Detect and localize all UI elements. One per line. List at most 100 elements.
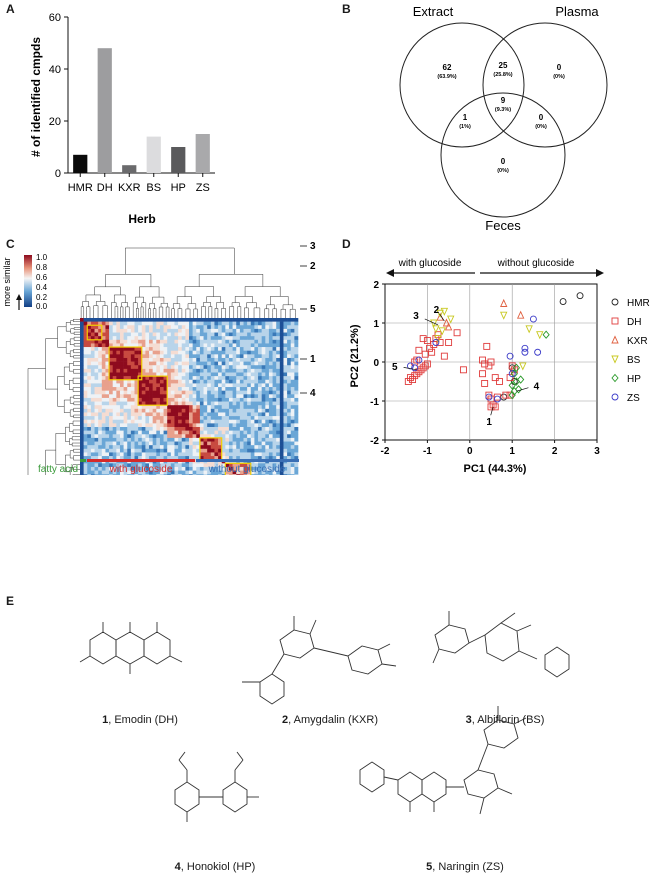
- heatmap-cell: [112, 423, 117, 428]
- heatmap-cell: [189, 463, 193, 468]
- heatmap-cell: [152, 394, 157, 399]
- heatmap-cell: [232, 470, 237, 475]
- heatmap-cell: [294, 361, 299, 366]
- heatmap-cell: [268, 339, 273, 344]
- heatmap-cell: [236, 434, 241, 439]
- heatmap-cell: [127, 365, 132, 370]
- heatmap-cell: [105, 463, 110, 468]
- heatmap-cell: [199, 376, 204, 381]
- heatmap-cell: [272, 427, 277, 431]
- heatmap-cell: [247, 383, 252, 388]
- heatmap-cell: [109, 368, 113, 373]
- heatmap-cell: [174, 339, 179, 344]
- heatmap-cell: [254, 350, 259, 355]
- heatmap-cell: [290, 372, 295, 377]
- heatmap-cell: [119, 416, 124, 421]
- heatmap-cell: [268, 408, 273, 413]
- heatmap-cell: [174, 354, 179, 359]
- heatmap-cell: [87, 416, 92, 421]
- heatmap-cell: [287, 405, 292, 410]
- heatmap-cell: [167, 416, 172, 421]
- heatmap-cell: [130, 343, 135, 348]
- heatmap-cell: [247, 419, 252, 424]
- heatmap-cell: [196, 354, 201, 359]
- heatmap-cell: [232, 437, 237, 442]
- heatmap-cell: [101, 397, 106, 402]
- heatmap-cell: [138, 441, 143, 446]
- heatmap-cell: [170, 361, 175, 366]
- heatmap-cell: [199, 332, 204, 337]
- heatmap-cell: [170, 452, 175, 457]
- heatmap-cell: [149, 347, 153, 351]
- heatmap-cell: [123, 390, 128, 395]
- heatmap-cell: [250, 357, 255, 362]
- heatmap-cell: [247, 318, 252, 322]
- heatmap-cell: [178, 405, 183, 410]
- heatmap-cell: [232, 343, 237, 348]
- heatmap-cell: [228, 394, 233, 399]
- heatmap-cell: [225, 372, 230, 377]
- heatmap-cell: [134, 350, 139, 355]
- heatmap-cell: [90, 434, 95, 439]
- heatmap-cell: [90, 466, 95, 471]
- heatmap-cell: [287, 321, 292, 326]
- heatmap-cell: [228, 361, 233, 366]
- heatmap-cell: [294, 408, 299, 413]
- heatmap-cell: [87, 427, 92, 431]
- heatmap-cell: [94, 452, 99, 457]
- heatmap-cell: [210, 379, 215, 384]
- heatmap-cell: [87, 405, 92, 410]
- heatmap-cell: [236, 350, 241, 355]
- heatmap-cell: [272, 474, 277, 475]
- heatmap-cell: [112, 466, 117, 471]
- heatmap-cell: [189, 437, 193, 442]
- heatmap-cell: [87, 361, 92, 366]
- heatmap-cell: [101, 347, 106, 351]
- heatmap-cell: [123, 456, 128, 460]
- heatmap-cell: [276, 401, 281, 406]
- heatmap-cell: [181, 365, 186, 370]
- heatmap-cell: [268, 419, 273, 424]
- heatmap-cell: [287, 368, 292, 373]
- heatmap-cell: [258, 474, 262, 475]
- heatmap-cell: [130, 336, 135, 341]
- heatmap-cell: [283, 452, 288, 457]
- heatmap-cell: [119, 328, 124, 333]
- heatmap-cell: [232, 390, 237, 395]
- cluster-highlight-box: [86, 324, 103, 341]
- heatmap-cell: [203, 437, 208, 442]
- heatmap-cell: [265, 437, 270, 442]
- heatmap-cell: [254, 470, 259, 475]
- heatmap-cell: [225, 408, 230, 413]
- heatmap-cell: [130, 474, 135, 475]
- heatmap-cell: [214, 365, 219, 370]
- heatmap-cell: [94, 434, 99, 439]
- heatmap-cell: [221, 390, 226, 395]
- heatmap-cell: [141, 470, 146, 475]
- heatmap-cell: [276, 365, 281, 370]
- heatmap-cell: [116, 423, 121, 428]
- heatmap-cell: [167, 448, 172, 453]
- heatmap-cell: [127, 456, 132, 460]
- heatmap-cell: [221, 376, 226, 381]
- heatmap-cell: [287, 452, 292, 457]
- heatmap-cell: [199, 357, 204, 362]
- heatmap-cell: [109, 354, 113, 359]
- heatmap-cell: [290, 430, 295, 435]
- venn-pct-plasma-feces: (0%): [535, 124, 547, 130]
- heatmap-cell: [261, 412, 266, 417]
- heatmap-cell: [156, 466, 161, 471]
- colorbar-tick-1-0: 1.0: [36, 253, 48, 262]
- heatmap-cell: [145, 434, 150, 439]
- heatmap-cell: [236, 357, 241, 362]
- heatmap-cell: [268, 387, 273, 391]
- heatmap-cell: [287, 339, 292, 344]
- heatmap-cell: [174, 357, 179, 362]
- heatmap-cell: [185, 405, 190, 410]
- heatmap-cell: [167, 437, 172, 442]
- heatmap-cell: [138, 423, 143, 428]
- heatmap-cell: [228, 412, 233, 417]
- heatmap-cell: [116, 350, 121, 355]
- heatmap-cell: [185, 350, 190, 355]
- heatmap-cell: [98, 357, 103, 362]
